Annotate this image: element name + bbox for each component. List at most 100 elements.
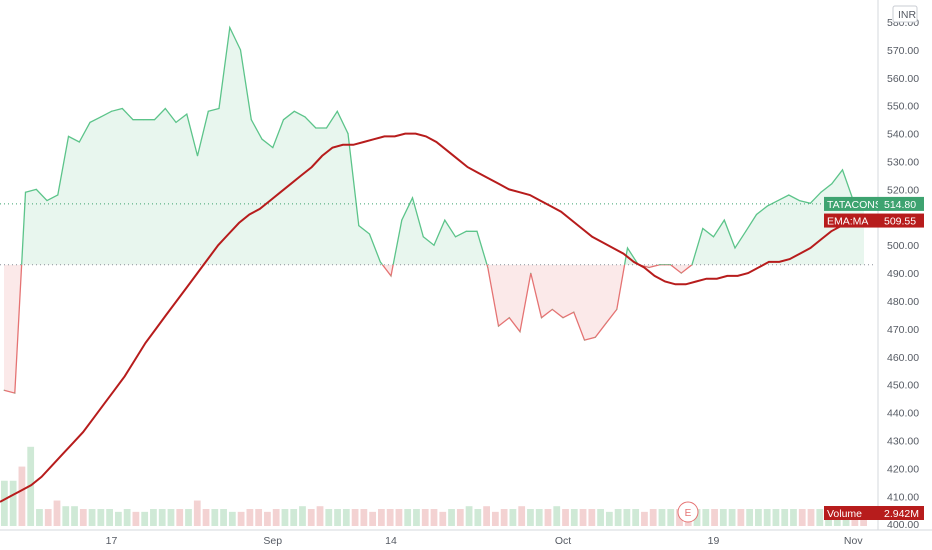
volume-bar [79,509,87,526]
volume-bar [176,509,184,526]
ema-tag-value-tag-bg [878,213,924,228]
price-point [755,213,758,216]
volume-bar [386,509,394,526]
price-point [196,155,199,157]
y-tick-label: 470.00 [887,324,919,336]
volume-bar [123,509,131,526]
price-point [175,121,177,124]
volume-bar [588,509,596,526]
price-point [841,169,844,171]
ema-line [0,132,853,503]
volume-bar [500,509,508,526]
price-point [454,236,457,238]
price-point [519,331,521,333]
y-tick-label: 550.00 [887,101,919,113]
price-point [261,138,263,140]
price-point [46,199,48,202]
volume-bar [9,480,17,526]
price-point [680,272,682,274]
price-point [186,113,188,115]
volume-bar [114,511,122,526]
volume-bar [342,509,350,526]
price-point [121,107,123,110]
volume-bar [632,509,640,526]
y-tick-label: 400.00 [887,519,919,531]
price-point [648,266,650,269]
price-point [24,191,27,193]
volume-bar [255,509,263,526]
price-point [14,392,16,394]
price-point [315,127,317,129]
volume-bar [264,511,271,526]
volume-bar [667,509,675,526]
price-point [368,233,371,235]
y-tick-label: 490.00 [887,268,919,280]
price-point [401,219,403,221]
price-point [3,389,5,391]
volume-bar [439,511,447,526]
price-point [347,133,349,135]
volume-bar [167,509,175,526]
price-point [734,247,736,249]
volume-bar [62,506,70,526]
volume-bar [448,509,455,526]
price-point [465,230,467,232]
y-tick-label: 520.00 [887,184,919,196]
volume-bar [404,509,412,526]
volume-tag-value: 2.942M [884,508,919,520]
price-point [100,116,102,118]
price-point [712,236,715,238]
volume-bar [421,509,429,526]
price-point [766,205,768,207]
price-point [497,325,500,327]
y-tick-label: 420.00 [887,463,919,475]
volume-bar [97,509,105,526]
volume-bar [237,511,245,526]
volume-bar [755,509,762,526]
y-tick-label: 570.00 [887,45,919,57]
volume-bar [772,509,780,526]
earnings-label: E [685,508,692,519]
volume-bar [807,509,815,526]
volume-bar [535,509,543,526]
volume-bar [185,509,192,526]
price-point [110,110,113,112]
volume-bar [798,509,806,526]
price-point [820,191,822,193]
price-point [659,264,661,266]
volume-bar [132,511,140,526]
y-tick-label: 410.00 [887,491,919,503]
price-point [616,308,618,310]
volume-bar [88,509,96,526]
volume-bar [193,500,201,526]
volume-bar [325,509,333,526]
volume-bar [702,509,710,526]
volume-bar [553,506,561,526]
price-point [530,272,532,274]
price-area-down [4,264,692,394]
currency-badge [892,5,918,23]
price-point [476,230,478,232]
x-tick-label: 14 [385,535,397,547]
price-tag-value: 514.80 [884,199,916,211]
volume-bar [299,506,306,526]
price-point [35,188,37,190]
volume-bar [228,511,236,526]
volume-bar [728,509,736,526]
volume-bar [693,509,701,526]
volume-bar [746,509,754,526]
volume-bar [597,509,604,526]
y-tick-label: 430.00 [887,436,919,448]
y-tick-label: 450.00 [887,380,919,392]
ema-tag-name-tag: EMA:MA 509.55 [824,213,924,228]
volume-bar [491,511,499,526]
price-point [594,336,596,338]
volume-bar [474,509,482,526]
y-tick-label: 540.00 [887,129,919,141]
volume-bar [544,509,552,526]
volume-bar [220,509,227,526]
price-point [540,317,543,319]
price-point [562,317,564,319]
volume-bar [246,509,254,526]
